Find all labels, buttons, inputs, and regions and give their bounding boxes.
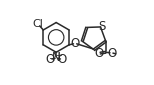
Text: O: O — [58, 53, 67, 66]
Text: O: O — [94, 47, 103, 60]
Text: O: O — [45, 53, 55, 66]
Text: Cl: Cl — [33, 19, 44, 29]
Text: S: S — [98, 20, 105, 33]
Text: +: + — [55, 51, 62, 60]
Text: N: N — [52, 51, 61, 64]
Text: O: O — [107, 47, 116, 60]
Text: O: O — [71, 37, 80, 50]
Text: −: − — [48, 53, 56, 62]
